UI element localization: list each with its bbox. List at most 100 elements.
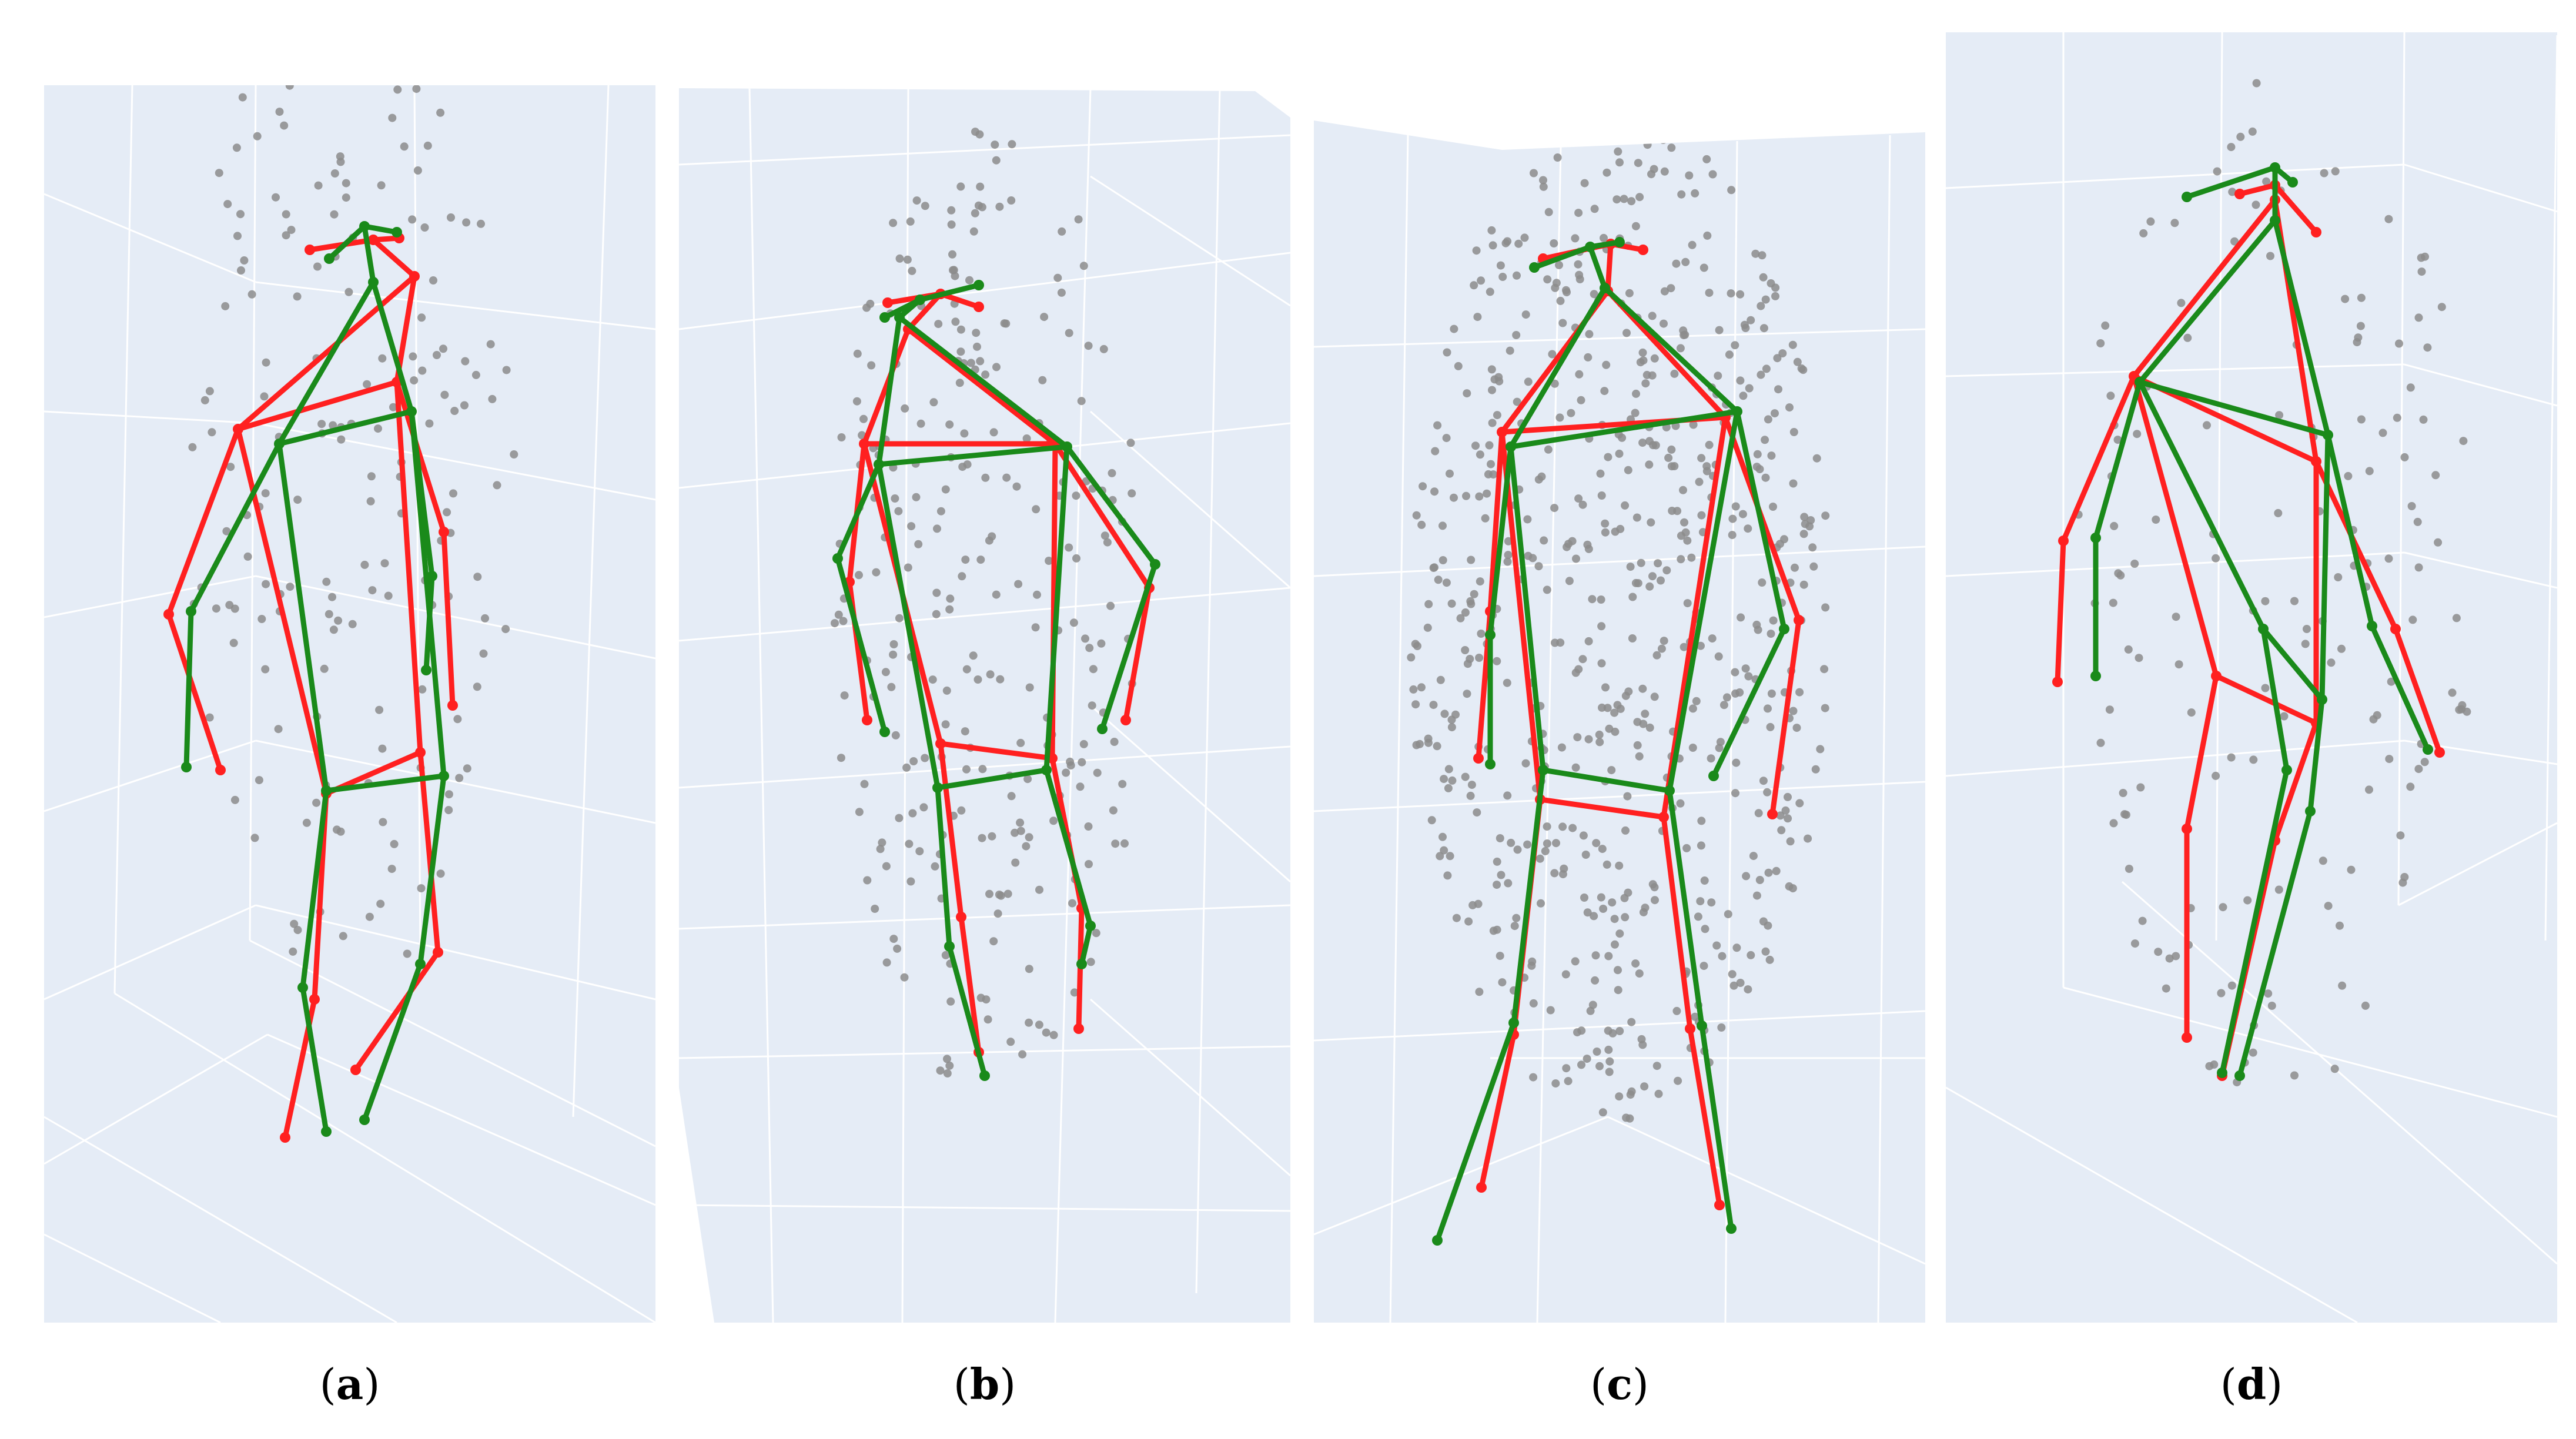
cloud-point	[914, 540, 923, 548]
grid-line	[1314, 328, 1925, 348]
cloud-point	[1715, 326, 1724, 334]
cloud-point	[943, 1069, 952, 1077]
predicted-bone	[1537, 797, 1667, 820]
cloud-point	[1695, 477, 1704, 486]
cloud-point	[1588, 595, 1597, 604]
cloud-point	[1659, 136, 1668, 144]
cloud-point	[1697, 841, 1705, 850]
cloud-point	[1611, 940, 1619, 949]
cloud-point	[1471, 441, 1480, 450]
cloud-point	[261, 665, 270, 674]
cloud-point	[320, 664, 329, 673]
cloud-point	[1503, 557, 1512, 566]
ground-truth-joint	[186, 606, 196, 617]
cloud-point	[1610, 915, 1619, 923]
cloud-point	[1065, 329, 1073, 337]
cloud-point	[1821, 511, 1830, 520]
cloud-point	[376, 899, 385, 908]
caption-a: (a)	[319, 1359, 380, 1409]
grid-line	[413, 85, 421, 953]
cloud-point	[1745, 384, 1754, 393]
ground-truth-bone	[370, 279, 414, 414]
cloud-point	[945, 605, 954, 614]
caption-c: (c)	[1590, 1359, 1650, 1409]
ground-truth-joint	[1697, 1020, 1707, 1031]
predicted-bone	[905, 291, 944, 332]
grid-line	[255, 904, 655, 1000]
cloud-point	[2130, 939, 2139, 948]
cloud-point	[1645, 723, 1654, 732]
plot-b	[679, 88, 1290, 1323]
ground-truth-bone	[362, 223, 400, 235]
cloud-point	[188, 443, 197, 451]
grid-line	[1090, 175, 1290, 307]
cloud-point	[1679, 486, 1687, 494]
cloud-point	[1612, 195, 1621, 204]
cloud-point	[2327, 658, 2336, 667]
cloud-point	[907, 522, 916, 531]
cloud-point	[293, 926, 302, 935]
cloud-point	[1543, 585, 1551, 594]
cloud-point	[2354, 333, 2363, 342]
cloud-point	[969, 227, 978, 236]
cloud-point	[2172, 613, 2180, 621]
cloud-point	[2406, 782, 2415, 791]
cloud-point	[943, 1055, 951, 1063]
cloud-point	[1705, 440, 1714, 449]
panel-d	[1946, 0, 2557, 1352]
cloud-point	[2319, 856, 2327, 865]
cloud-point	[2212, 771, 2220, 780]
cloud-point	[1537, 899, 1545, 908]
cloud-point	[1674, 1076, 1682, 1085]
cloud-point	[2125, 865, 2133, 873]
cloud-point	[1771, 292, 1779, 300]
cloud-point	[894, 507, 903, 516]
predicted-bone	[2060, 373, 2137, 544]
grid-line	[748, 88, 774, 1323]
cloud-point	[2421, 252, 2429, 261]
cloud-point	[1637, 558, 1645, 567]
cloud-point	[1781, 806, 1790, 815]
cloud-point	[1623, 108, 1631, 116]
predicted-joint	[309, 994, 320, 1005]
cloud-point	[1635, 193, 1644, 202]
predicted-bone	[938, 291, 982, 310]
cloud-point	[1738, 510, 1747, 518]
ground-truth-bone	[1711, 626, 1787, 779]
cloud-point	[1551, 1079, 1560, 1088]
cloud-point	[1086, 958, 1095, 966]
cloud-point	[1430, 487, 1439, 496]
ground-truth-bone	[323, 773, 447, 794]
cloud-point	[1550, 869, 1559, 878]
ground-truth-joint	[359, 221, 370, 232]
cloud-point	[1615, 158, 1624, 167]
cloud-point	[447, 213, 455, 222]
cloud-point	[2106, 391, 2115, 400]
cloud-point	[1731, 668, 1739, 677]
cloud-point	[934, 320, 943, 329]
predicted-joint	[2234, 189, 2245, 199]
cloud-point	[1604, 121, 1612, 127]
cloud-point	[1624, 888, 1632, 897]
cloud-point	[1501, 239, 1510, 247]
cloud-point	[1719, 701, 1728, 710]
cloud-point	[1761, 436, 1769, 444]
cloud-point	[915, 847, 924, 856]
cloud-point	[1627, 197, 1636, 206]
cloud-point	[1608, 898, 1617, 907]
cloud-point	[1434, 575, 1443, 584]
plot-d	[1946, 32, 2557, 1323]
cloud-point	[2110, 521, 2119, 530]
grid-line	[572, 85, 610, 1117]
cloud-point	[205, 387, 214, 396]
cloud-point	[1475, 654, 1484, 662]
cloud-point	[1429, 701, 1438, 710]
cloud-point	[1615, 1027, 1624, 1035]
cloud-point	[1578, 500, 1587, 509]
grid-line	[1946, 1086, 2358, 1323]
cloud-point	[1755, 876, 1764, 884]
cloud-point	[1543, 839, 1551, 848]
predicted-joint	[447, 700, 458, 711]
cloud-point	[901, 404, 909, 413]
ground-truth-joint	[932, 782, 943, 793]
